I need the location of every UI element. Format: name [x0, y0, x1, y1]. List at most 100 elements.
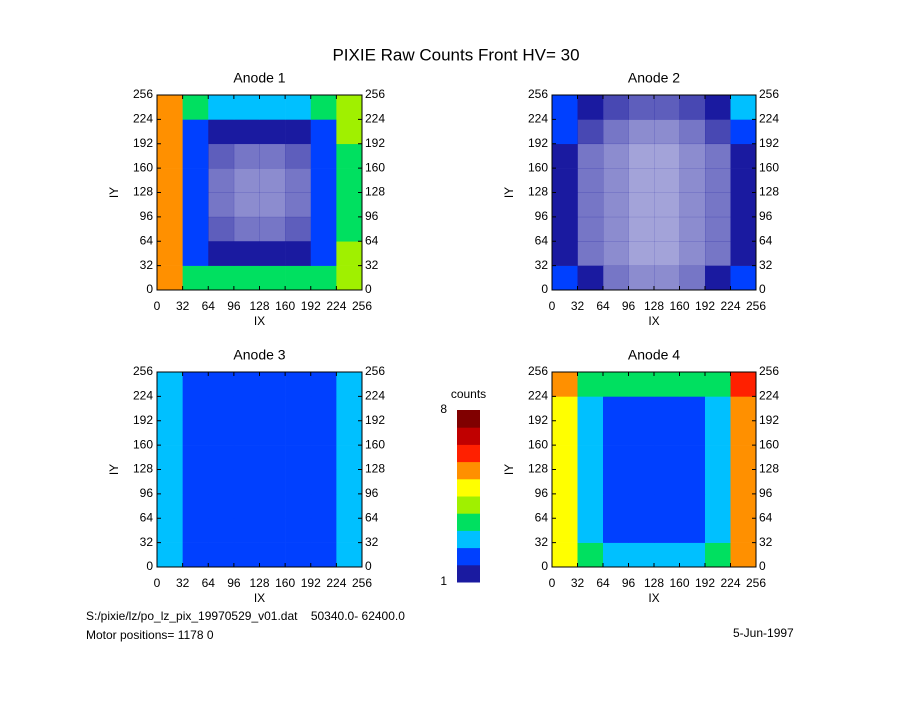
heat-cell [552, 95, 578, 120]
y-tick-label: 32 [535, 258, 549, 272]
heat-cell [310, 518, 337, 543]
heat-cell [233, 95, 260, 120]
x-tick-label: 224 [720, 576, 740, 590]
heat-cell [603, 143, 629, 169]
y-tick-label: 128 [133, 462, 153, 476]
heat-cell [552, 445, 578, 470]
x-tick-label: 128 [249, 299, 269, 313]
heat-cell [336, 192, 363, 218]
heat-cell [705, 95, 731, 120]
heat-cell [730, 143, 757, 169]
heat-cell [730, 168, 757, 193]
heat-cell [259, 192, 286, 218]
colorbar-stripe [457, 513, 480, 531]
heat-cell [259, 265, 286, 291]
heat-cell [310, 192, 337, 218]
heat-cell [628, 241, 655, 266]
heat-cell [285, 542, 312, 568]
heat-cell [730, 216, 757, 242]
x-tick-label: 192 [301, 299, 321, 313]
heat-cell [552, 493, 578, 519]
y2-tick-label: 96 [365, 486, 379, 500]
heat-cell [679, 469, 706, 495]
heat-cell [233, 265, 260, 291]
heat-cell [705, 372, 731, 397]
y2-tick-label: 256 [759, 87, 779, 101]
heat-cell [285, 192, 312, 218]
heat-cell [310, 542, 337, 568]
heat-cell [285, 119, 312, 145]
heat-cell [336, 396, 363, 422]
heat-cell [577, 119, 604, 145]
heat-cell [208, 95, 235, 120]
heat-cell [577, 445, 604, 470]
heat-cell [233, 469, 260, 495]
heat-cell [552, 216, 578, 242]
x-tick-label: 192 [695, 576, 715, 590]
colorbar-stripe [457, 530, 480, 549]
x-tick-label: 160 [669, 576, 689, 590]
x-tick-label: 64 [596, 576, 610, 590]
heat-cell [285, 396, 312, 422]
colorbar-stripe [457, 547, 480, 566]
y2-tick-label: 128 [759, 185, 779, 199]
y2-tick-label: 256 [365, 87, 385, 101]
x-tick-label: 0 [549, 576, 556, 590]
heat-cell [577, 493, 604, 519]
heat-cell [157, 143, 183, 169]
heat-cell [654, 493, 680, 519]
y-tick-label: 256 [133, 364, 153, 378]
heat-cell [182, 469, 209, 495]
file-info: S:/pixie/lz/po_lz_pix_19970529_v01.dat 5… [86, 609, 405, 623]
heat-cell [679, 168, 706, 193]
x-axis-label: IX [648, 591, 659, 605]
heat-cell [679, 143, 706, 169]
heat-cell [603, 396, 629, 422]
x-tick-label: 224 [326, 299, 346, 313]
x-tick-label: 32 [571, 299, 585, 313]
x-tick-label: 256 [746, 576, 766, 590]
heat-cell [336, 265, 363, 291]
heat-cell [679, 445, 706, 470]
heat-cell [208, 518, 235, 543]
colorbar-stripe [457, 564, 480, 583]
y-tick-label: 256 [528, 87, 548, 101]
heat-cell [157, 445, 183, 470]
y-axis-label: IY [107, 464, 121, 475]
heat-cell [603, 420, 629, 446]
y-tick-label: 224 [133, 389, 153, 403]
heat-cell [233, 493, 260, 519]
heat-cell [157, 518, 183, 543]
y-tick-label: 224 [528, 112, 548, 126]
heat-cell [705, 420, 731, 446]
colorbar-stripe [457, 444, 480, 463]
heat-cell [157, 469, 183, 495]
heat-cell [336, 420, 363, 446]
heat-cell [182, 119, 209, 145]
y-tick-label: 160 [528, 437, 548, 451]
heat-cell [730, 372, 757, 397]
heat-cell [285, 168, 312, 193]
colorbar-tick-label: 1 [440, 574, 447, 588]
heat-cell [233, 241, 260, 266]
heat-cell [336, 119, 363, 145]
heat-cell [233, 143, 260, 169]
heat-cell [182, 518, 209, 543]
heat-cell [285, 95, 312, 120]
heat-cell [233, 542, 260, 568]
x-tick-label: 192 [695, 299, 715, 313]
x-tick-label: 256 [352, 299, 372, 313]
y-tick-label: 96 [535, 209, 549, 223]
heat-cell [157, 493, 183, 519]
heat-cell [208, 192, 235, 218]
heat-cell [310, 420, 337, 446]
heat-cell [679, 95, 706, 120]
x-tick-label: 96 [622, 299, 636, 313]
x-tick-label: 192 [301, 576, 321, 590]
heat-cell [182, 265, 209, 291]
heat-cell [157, 168, 183, 193]
heat-cell [336, 168, 363, 193]
heat-cell [182, 396, 209, 422]
heat-cell [552, 241, 578, 266]
